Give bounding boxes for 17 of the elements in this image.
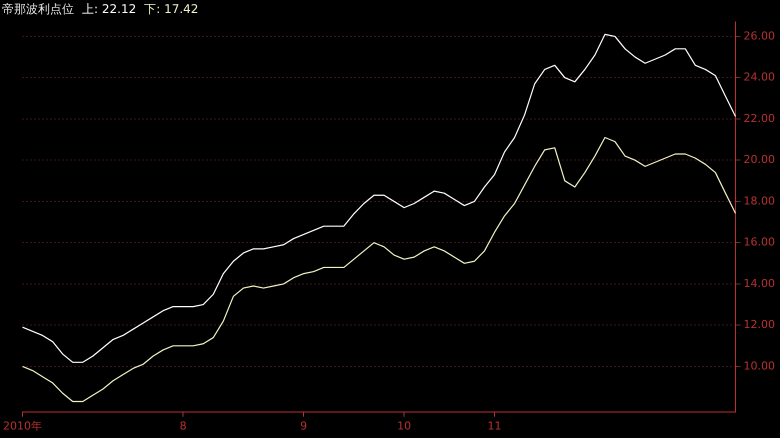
y-tick-label: 16.00 (744, 236, 776, 249)
y-tick-label: 14.00 (744, 276, 776, 290)
x-tick-label: 10 (397, 419, 412, 432)
x-tick-label: 8 (180, 419, 187, 432)
x-tick-label: 9 (300, 419, 308, 432)
y-tick-label: 24.00 (744, 70, 776, 84)
y-tick-label: 10.00 (744, 359, 776, 372)
y-tick-label: 26.00 (744, 29, 776, 42)
text: 下: 17.42 (144, 2, 198, 16)
y-tick-label: 12.00 (744, 318, 776, 332)
y-tick-label: 20.00 (744, 153, 776, 166)
text: 上: 22.12 (82, 2, 136, 16)
y-tick-label: 22.00 (744, 112, 776, 125)
y-tick-label: 18.00 (744, 194, 776, 208)
x-tick-label: 2010年 (2, 419, 42, 432)
chart-title: 帝那波利点位 (2, 2, 74, 16)
x-tick-label: 11 (487, 419, 502, 432)
